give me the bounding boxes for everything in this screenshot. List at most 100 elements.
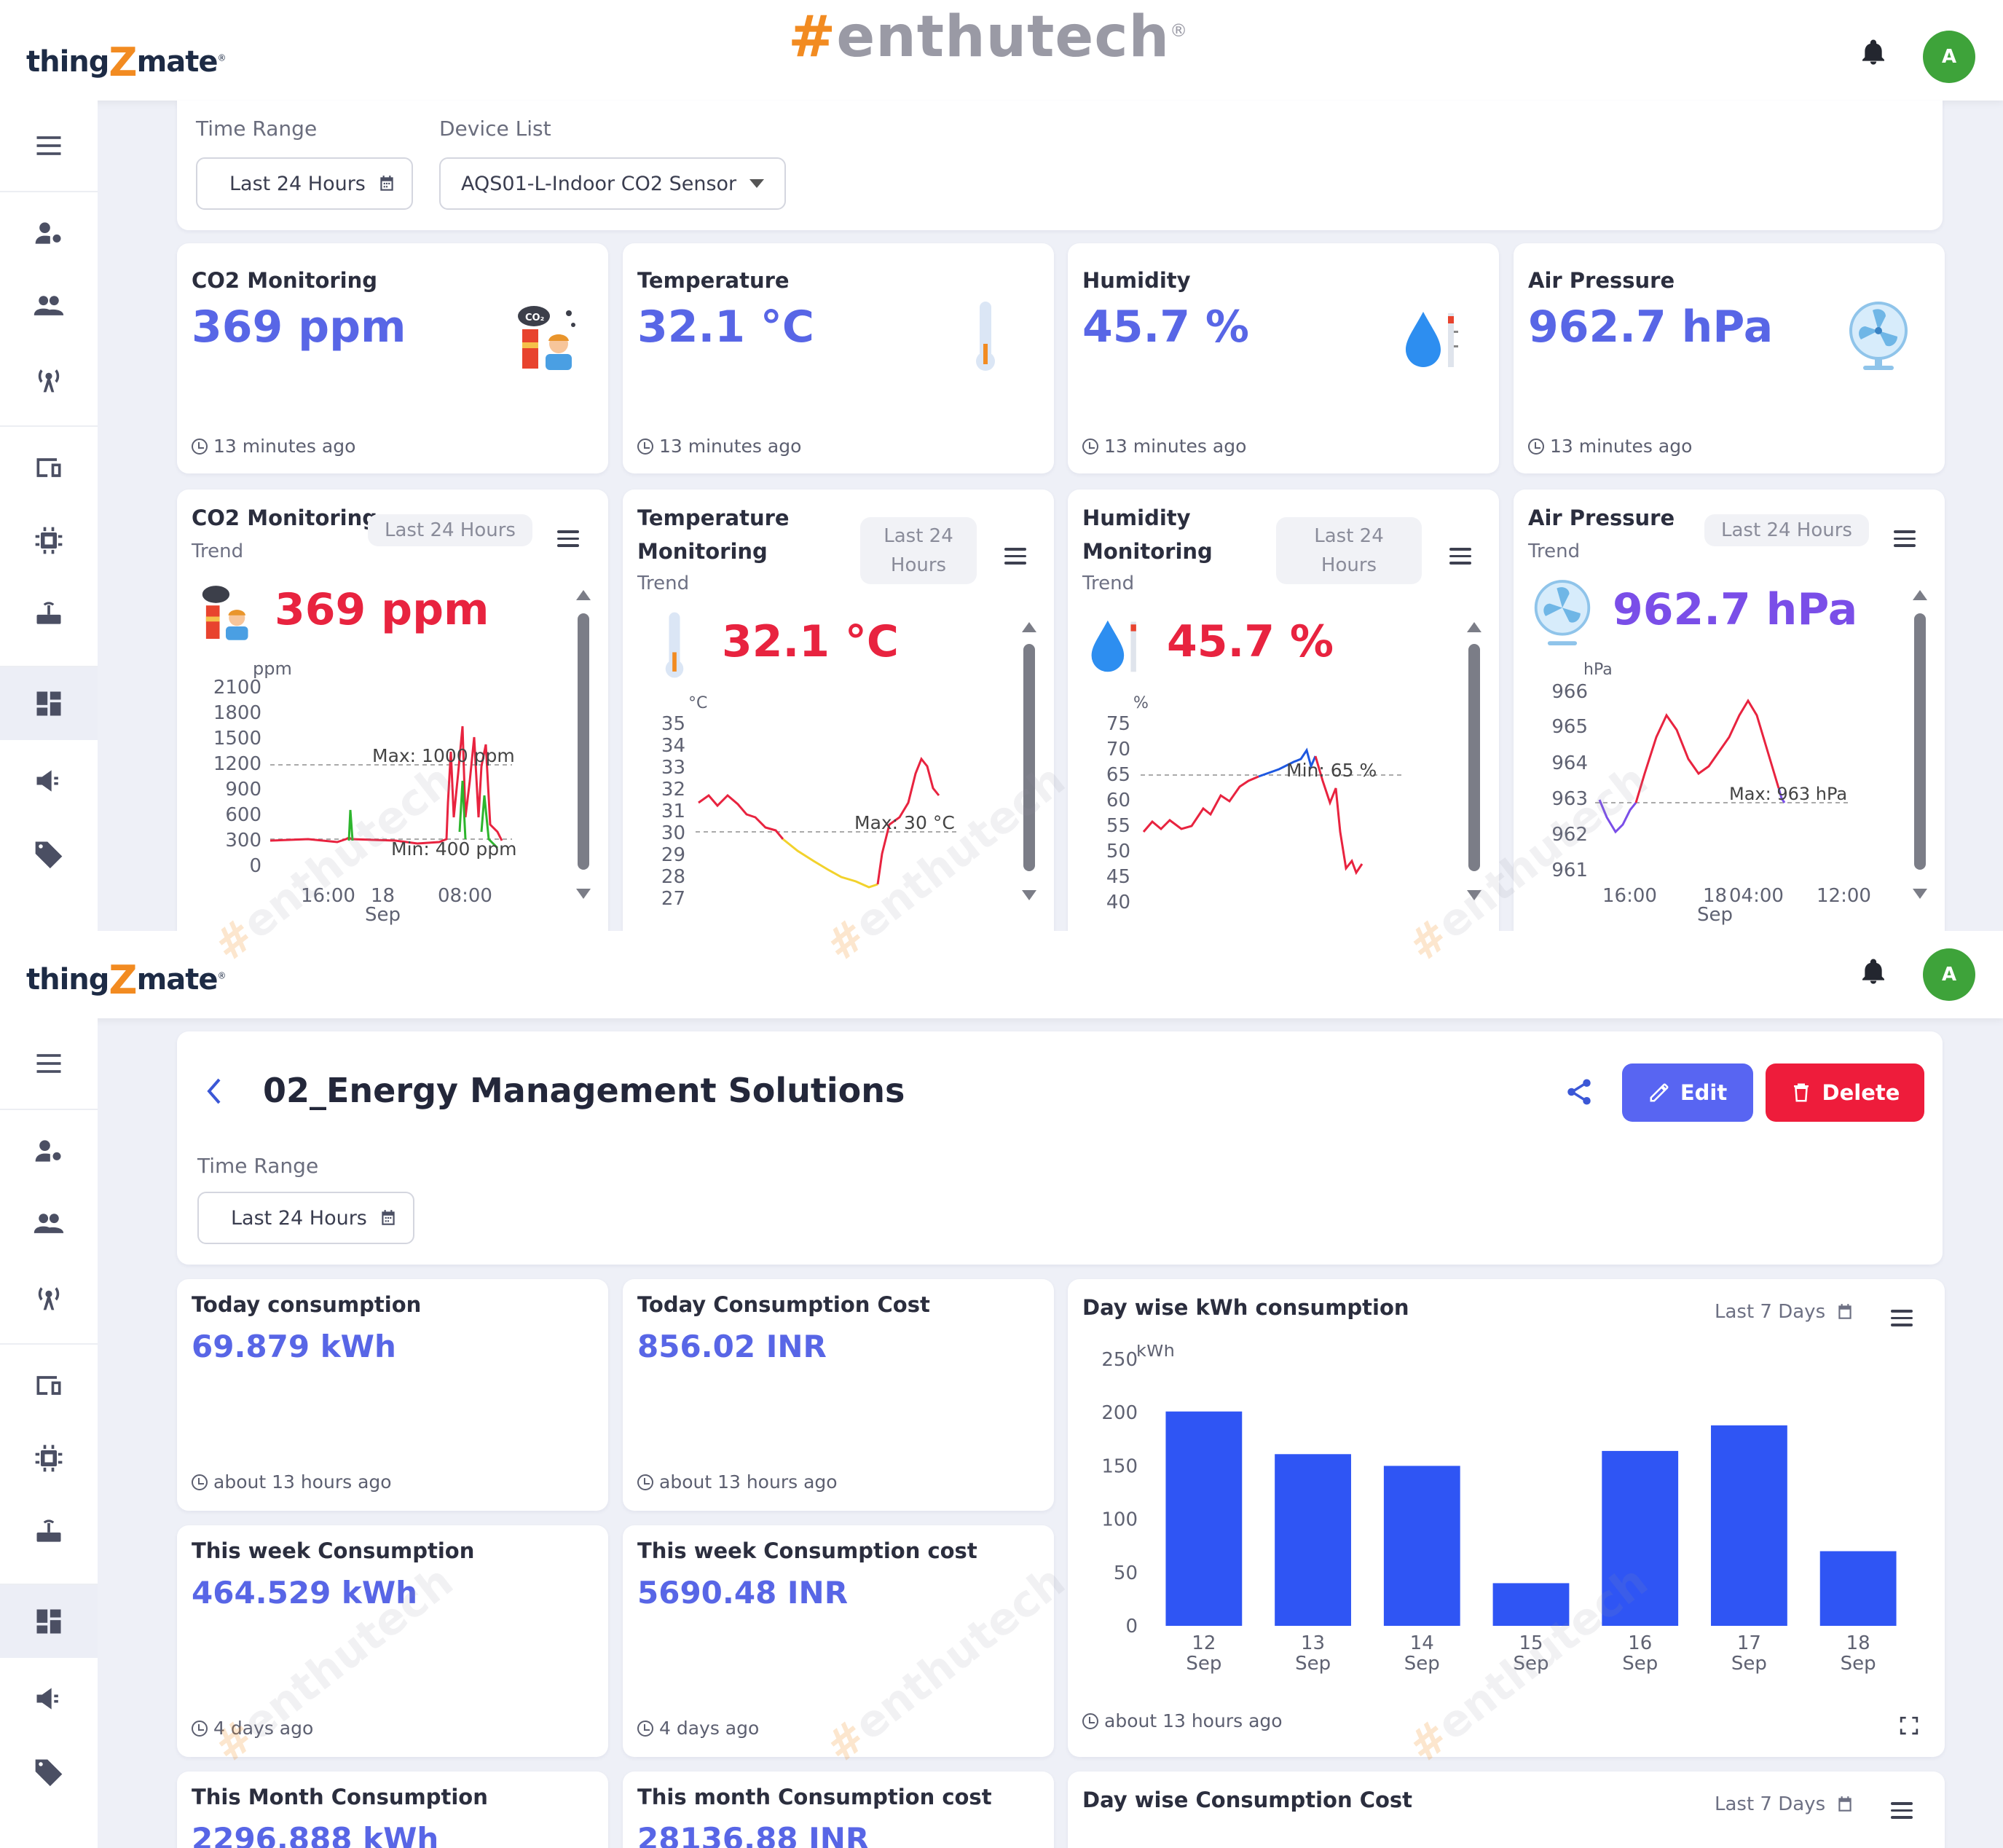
scroll-down-icon[interactable] [1022, 890, 1036, 900]
x-tick-label: 12 [1192, 1632, 1216, 1654]
antenna-icon[interactable] [0, 1262, 98, 1332]
range-selector[interactable]: Last 7 Days [1715, 1301, 1854, 1323]
campaign-icon[interactable] [0, 746, 98, 816]
card-menu-icon[interactable] [1891, 1802, 1913, 1820]
dashboard-icon[interactable] [0, 667, 98, 740]
bar[interactable] [1602, 1450, 1679, 1626]
menu-toggle-icon[interactable] [0, 1029, 98, 1098]
bar[interactable] [1383, 1466, 1460, 1626]
app-logo[interactable]: thingZmate® [26, 39, 227, 85]
time-range-label: Time Range [196, 117, 318, 141]
bar[interactable] [1275, 1454, 1351, 1626]
tag-icon[interactable] [0, 1737, 98, 1806]
card-title: Humidity Monitoring [1082, 506, 1213, 564]
scroll-up-icon[interactable] [576, 590, 591, 600]
scroll-up-icon[interactable] [1913, 590, 1927, 600]
devices-icon[interactable] [0, 1350, 98, 1420]
updated-ago: 13 minutes ago [192, 436, 355, 457]
scroll-down-icon[interactable] [576, 889, 591, 899]
stat-card-week-consumption: This week Consumption 464.529 kWh 4 days… [177, 1525, 608, 1757]
device-list-select[interactable]: AQS01-L-Indoor CO2 Sensor [439, 157, 786, 210]
notification-bell-icon[interactable] [1859, 36, 1888, 68]
scrollbar[interactable] [1023, 644, 1035, 871]
time-range-picker[interactable]: Last 24 Hours [197, 1192, 414, 1244]
fullscreen-icon[interactable] [1900, 1716, 1919, 1735]
antenna-icon[interactable] [0, 344, 98, 414]
bar[interactable] [1711, 1425, 1787, 1626]
card-title: Today consumption [192, 1292, 422, 1317]
svg-text:Min: 65 %: Min: 65 % [1286, 760, 1377, 781]
edit-button[interactable]: Edit [1622, 1063, 1753, 1122]
chip-icon[interactable] [0, 1423, 98, 1493]
svg-text:Sep: Sep [1697, 904, 1733, 926]
router-icon[interactable] [0, 578, 98, 648]
x-tick-label: Sep [1295, 1653, 1331, 1675]
svg-text:50: 50 [1106, 841, 1130, 862]
share-icon[interactable] [1564, 1077, 1594, 1107]
card-title: This Month Consumption [192, 1785, 488, 1809]
range-selector[interactable]: Last 7 Days [1715, 1793, 1854, 1815]
card-value: 28136.88 INR [637, 1821, 870, 1848]
user-settings-icon[interactable] [0, 1116, 98, 1186]
range-pill[interactable]: Last 24 Hours [1704, 514, 1869, 546]
scrollbar[interactable] [1914, 613, 1926, 870]
card-subtitle: Trend [192, 540, 244, 562]
y-tick-label: 50 [1114, 1562, 1138, 1584]
x-tick-label: 16 [1628, 1632, 1652, 1654]
y-tick-label: 200 [1101, 1402, 1138, 1424]
bar[interactable] [1819, 1551, 1897, 1626]
users-icon[interactable] [0, 271, 98, 341]
users-icon[interactable] [0, 1189, 98, 1259]
water-drop-icon [1091, 620, 1136, 672]
x-tick-label: Sep [1404, 1653, 1440, 1675]
scrollbar[interactable] [578, 613, 589, 870]
fan-icon [1534, 580, 1591, 645]
device-list-value: AQS01-L-Indoor CO2 Sensor [461, 172, 737, 195]
notification-bell-icon[interactable] [1859, 956, 1888, 988]
tag-icon[interactable] [0, 819, 98, 889]
dashboard-icon[interactable] [0, 1585, 98, 1658]
scrollbar[interactable] [1468, 644, 1480, 871]
svg-text:965: 965 [1551, 716, 1588, 738]
card-menu-icon[interactable] [1891, 1310, 1913, 1327]
svg-text:32: 32 [661, 779, 685, 801]
scroll-up-icon[interactable] [1022, 622, 1036, 632]
bar[interactable] [1165, 1411, 1243, 1626]
thermometer-icon [976, 302, 995, 371]
svg-text:70: 70 [1106, 739, 1130, 760]
chip-icon[interactable] [0, 506, 98, 575]
menu-toggle-icon[interactable] [0, 111, 98, 181]
svg-text:hPa: hPa [1583, 661, 1613, 679]
stat-card-month-consumption: This Month Consumption 2296.888 kWh [177, 1772, 608, 1848]
scroll-up-icon[interactable] [1467, 622, 1481, 632]
bar[interactable] [1492, 1583, 1570, 1626]
svg-text:961: 961 [1551, 860, 1588, 881]
thermometer-icon [665, 612, 684, 678]
user-avatar[interactable]: A [1923, 31, 1975, 83]
card-value: 32.1 °C [637, 302, 814, 353]
scroll-down-icon[interactable] [1913, 889, 1927, 899]
range-pill[interactable]: Last 24 Hours [368, 514, 532, 546]
card-menu-icon[interactable] [557, 530, 579, 548]
back-chevron-icon[interactable] [205, 1077, 222, 1106]
app-logo[interactable]: thingZmate® [26, 957, 227, 1003]
updated-ago: 4 days ago [637, 1718, 759, 1739]
campaign-icon[interactable] [0, 1664, 98, 1734]
card-menu-icon[interactable] [1449, 548, 1471, 565]
range-pill[interactable]: Last 24 Hours [860, 517, 977, 584]
co2-line-chart: ppm 2100 1800 1500 1200 900 600 300 0 Ma… [213, 658, 517, 926]
time-range-picker[interactable]: Last 24 Hours [196, 157, 413, 210]
delete-button[interactable]: Delete [1766, 1063, 1924, 1122]
user-settings-icon[interactable] [0, 198, 98, 268]
trash-icon [1793, 1083, 1809, 1102]
devices-icon[interactable] [0, 433, 98, 503]
user-avatar[interactable]: A [1923, 948, 1975, 1001]
card-title: Air Pressure [1528, 268, 1675, 293]
clock-icon [192, 1720, 208, 1737]
scroll-down-icon[interactable] [1467, 890, 1481, 900]
router-icon[interactable] [0, 1496, 98, 1566]
sidebar [0, 1018, 98, 1848]
card-menu-icon[interactable] [1894, 530, 1916, 548]
card-menu-icon[interactable] [1004, 548, 1026, 565]
range-pill[interactable]: Last 24 Hours [1276, 517, 1422, 584]
